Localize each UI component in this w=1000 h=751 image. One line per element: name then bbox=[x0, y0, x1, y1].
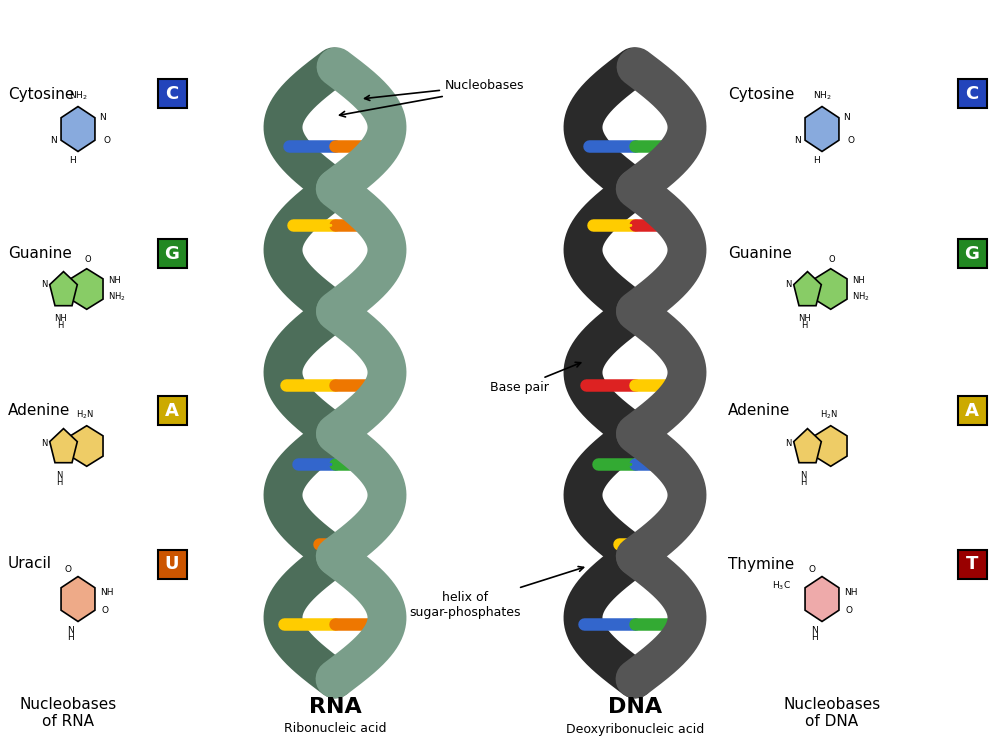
Text: H: H bbox=[67, 633, 74, 642]
Polygon shape bbox=[61, 107, 95, 152]
Text: RNA: RNA bbox=[309, 697, 361, 717]
Polygon shape bbox=[50, 272, 77, 306]
Text: H$_2$N: H$_2$N bbox=[76, 409, 94, 421]
Text: Adenine: Adenine bbox=[728, 403, 790, 418]
Text: N: N bbox=[41, 280, 48, 289]
Text: O: O bbox=[828, 255, 835, 264]
Text: H: H bbox=[801, 321, 808, 330]
Text: NH: NH bbox=[852, 276, 865, 285]
Text: H: H bbox=[811, 633, 818, 642]
FancyBboxPatch shape bbox=[958, 240, 987, 269]
FancyBboxPatch shape bbox=[158, 550, 186, 578]
Text: Guanine: Guanine bbox=[8, 246, 72, 261]
Text: O: O bbox=[103, 136, 110, 145]
Text: O: O bbox=[809, 565, 816, 574]
Text: T: T bbox=[966, 555, 978, 573]
FancyBboxPatch shape bbox=[158, 397, 186, 426]
Text: DNA: DNA bbox=[608, 697, 662, 717]
Text: N: N bbox=[794, 136, 801, 145]
Text: Nucleobases
of RNA: Nucleobases of RNA bbox=[19, 697, 117, 729]
FancyBboxPatch shape bbox=[158, 240, 186, 269]
Text: NH$_2$: NH$_2$ bbox=[813, 89, 831, 102]
Text: Nucleobases
of DNA: Nucleobases of DNA bbox=[783, 697, 881, 729]
Text: Deoxyribonucleic acid: Deoxyribonucleic acid bbox=[566, 722, 704, 735]
Text: NH: NH bbox=[100, 588, 114, 597]
Text: H: H bbox=[56, 478, 62, 487]
Text: H$_2$N: H$_2$N bbox=[820, 409, 838, 421]
Text: N: N bbox=[800, 471, 806, 480]
Text: O: O bbox=[65, 565, 72, 574]
Text: Nucleobases: Nucleobases bbox=[365, 79, 524, 101]
Text: N: N bbox=[843, 113, 850, 122]
FancyBboxPatch shape bbox=[958, 80, 987, 108]
Text: N: N bbox=[56, 471, 62, 480]
Text: O: O bbox=[847, 136, 854, 145]
Polygon shape bbox=[61, 577, 95, 622]
Text: Cytosine: Cytosine bbox=[8, 86, 74, 101]
Polygon shape bbox=[70, 426, 103, 466]
Text: A: A bbox=[965, 402, 979, 420]
Text: NH$_2$: NH$_2$ bbox=[108, 291, 126, 303]
Polygon shape bbox=[70, 269, 103, 309]
Text: NH$_2$: NH$_2$ bbox=[69, 89, 87, 102]
Text: Uracil: Uracil bbox=[8, 556, 52, 572]
Text: H: H bbox=[57, 321, 64, 330]
Text: NH: NH bbox=[844, 588, 858, 597]
Text: Thymine: Thymine bbox=[728, 556, 794, 572]
Text: Guanine: Guanine bbox=[728, 246, 792, 261]
Text: C: C bbox=[965, 85, 979, 103]
Polygon shape bbox=[814, 269, 847, 309]
Text: H$_3$C: H$_3$C bbox=[772, 579, 791, 592]
Text: H: H bbox=[800, 478, 806, 487]
Polygon shape bbox=[814, 426, 847, 466]
Text: U: U bbox=[165, 555, 179, 573]
Text: NH$_2$: NH$_2$ bbox=[852, 291, 870, 303]
FancyBboxPatch shape bbox=[958, 550, 987, 578]
Text: A: A bbox=[165, 402, 179, 420]
Text: O: O bbox=[102, 606, 109, 615]
Text: Cytosine: Cytosine bbox=[728, 86, 794, 101]
Text: G: G bbox=[965, 245, 979, 263]
Text: N: N bbox=[785, 439, 792, 448]
Text: N: N bbox=[811, 626, 818, 635]
Text: G: G bbox=[165, 245, 179, 263]
Polygon shape bbox=[794, 429, 821, 463]
Text: NH: NH bbox=[54, 314, 67, 323]
Text: C: C bbox=[165, 85, 179, 103]
Text: Base pair: Base pair bbox=[490, 362, 581, 394]
Text: NH: NH bbox=[798, 314, 811, 323]
Polygon shape bbox=[794, 272, 821, 306]
Polygon shape bbox=[805, 577, 839, 622]
Text: N: N bbox=[50, 136, 57, 145]
Text: O: O bbox=[846, 606, 853, 615]
FancyBboxPatch shape bbox=[158, 80, 186, 108]
Text: H: H bbox=[69, 155, 76, 164]
Text: N: N bbox=[67, 626, 74, 635]
Polygon shape bbox=[805, 107, 839, 152]
Text: N: N bbox=[41, 439, 48, 448]
Polygon shape bbox=[50, 429, 77, 463]
Text: Adenine: Adenine bbox=[8, 403, 70, 418]
Text: N: N bbox=[785, 280, 792, 289]
Text: Ribonucleic acid: Ribonucleic acid bbox=[284, 722, 386, 735]
Text: N: N bbox=[99, 113, 106, 122]
Text: H: H bbox=[813, 155, 820, 164]
FancyBboxPatch shape bbox=[958, 397, 987, 426]
Text: helix of
sugar-phosphates: helix of sugar-phosphates bbox=[409, 566, 584, 619]
Text: NH: NH bbox=[108, 276, 121, 285]
Text: O: O bbox=[84, 255, 91, 264]
